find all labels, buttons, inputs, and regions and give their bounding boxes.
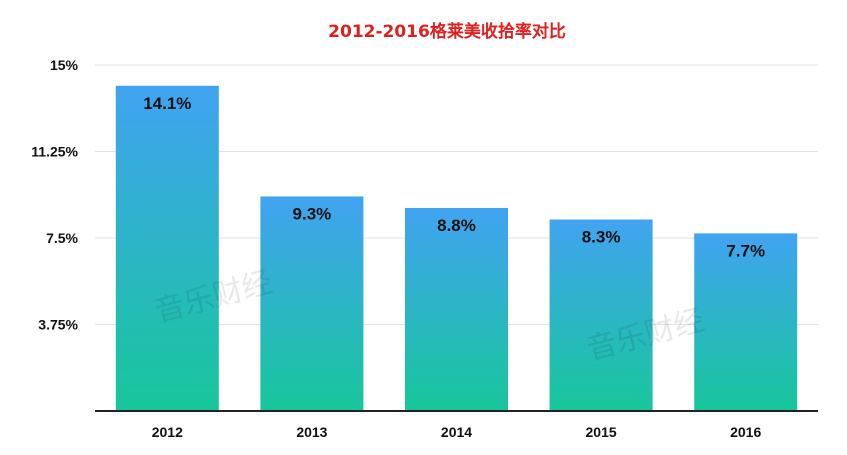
y-tick-label: 7.5%	[46, 230, 78, 246]
x-tick-label: 2013	[296, 424, 327, 440]
x-tick-label: 2016	[730, 424, 761, 440]
bars: 14.1% 9.3% 8.8% 8.3% 7.7%	[115, 85, 798, 411]
y-tick-label: 3.75%	[38, 317, 78, 333]
y-axis-ticks: 3.75% 7.5% 11.25% 15%	[31, 57, 78, 333]
bar-2014	[405, 208, 508, 411]
bar-2016	[694, 233, 798, 411]
data-label: 9.3%	[293, 204, 332, 223]
x-axis-ticks: 2012 2013 2014 2015 2016	[152, 424, 762, 440]
x-tick-label: 2014	[441, 424, 472, 440]
y-tick-label: 11.25%	[31, 144, 78, 160]
bar-2015	[549, 219, 653, 411]
chart-title: 2012-2016格莱美收拾率对比	[328, 21, 566, 42]
x-tick-label: 2012	[152, 424, 183, 440]
y-tick-label: 15%	[50, 57, 79, 73]
data-label: 7.7%	[726, 241, 765, 260]
bar-2012	[115, 85, 219, 411]
bar-2013	[260, 196, 364, 411]
x-tick-label: 2015	[586, 424, 617, 440]
data-label: 14.1%	[143, 94, 191, 113]
data-label: 8.8%	[437, 216, 476, 235]
data-label: 8.3%	[582, 228, 621, 247]
